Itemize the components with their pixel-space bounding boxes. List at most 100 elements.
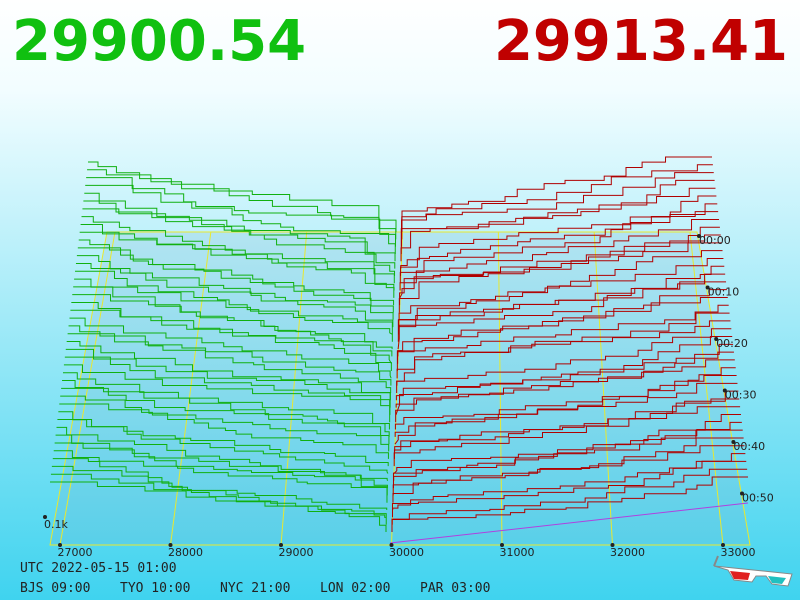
bid-depth-line — [64, 356, 391, 415]
bid-depth-line — [77, 247, 394, 313]
bid-depth-line — [84, 192, 396, 262]
time-zones: BJS 09:00 TYO 10:00 NYC 21:00 LON 02:00 PAR … — [20, 581, 490, 596]
bid-depth-line — [53, 450, 388, 503]
price-label: 29000 — [279, 546, 314, 559]
zone-time: TYO 10:00 — [120, 581, 190, 596]
ask-depth-line — [399, 218, 720, 291]
ask-depth-line — [401, 164, 713, 240]
bid-depth-line — [55, 434, 388, 489]
price-label: 30000 — [389, 546, 424, 559]
ask-depth-line — [398, 265, 725, 335]
bid-depth-line — [50, 473, 387, 525]
ask-depth-line — [401, 172, 714, 247]
price-label: 28000 — [168, 546, 203, 559]
time-label: 00:20 — [716, 337, 748, 350]
tick-dot — [731, 440, 736, 444]
bid-depth-line — [62, 372, 390, 430]
bid-depth-line — [79, 231, 395, 298]
depth-lines — [50, 156, 749, 544]
ask-depth-line — [396, 328, 732, 393]
tick-dot — [722, 388, 727, 393]
tick-dot — [279, 543, 283, 547]
zone-time: PAR 03:00 — [420, 581, 490, 596]
utc-time: UTC 2022-05-15 01:00 — [20, 561, 177, 576]
bid-depth-line — [51, 465, 387, 518]
grid-line — [497, 231, 503, 546]
tick-dot — [697, 234, 701, 238]
ask-depth-line — [395, 336, 733, 401]
ask-depth-line — [399, 211, 719, 284]
ask-depth-line — [400, 179, 715, 254]
time-label: 00:50 — [742, 492, 774, 505]
bid-depth-line — [86, 177, 397, 247]
bid-depth-line — [78, 239, 395, 306]
bid-depth-line — [82, 208, 396, 276]
tick-dot — [389, 543, 394, 547]
ask-depth-line — [399, 234, 721, 306]
bid-depth-line — [85, 184, 396, 254]
ask-depth-line — [391, 460, 747, 518]
bid-depth-line — [88, 161, 397, 232]
ask-depth-line — [398, 250, 723, 320]
bid-depth-line — [81, 216, 395, 284]
time-label: 00:00 — [699, 234, 731, 247]
grid-plane — [49, 231, 751, 546]
bid-depth-line — [60, 395, 390, 452]
axis-labels: 27000 28000 29000 30000 31000 32000 33000 00:00… — [43, 234, 774, 559]
ask-depth-line — [394, 390, 739, 452]
ask-depth-line — [397, 296, 728, 364]
bid-depth-line — [69, 317, 392, 379]
bid-depth-line — [75, 262, 394, 328]
zone-time: BJS 09:00 — [20, 581, 90, 596]
ask-depth-line — [395, 359, 735, 423]
tick-dot — [43, 515, 47, 519]
bid-depth-line — [74, 278, 393, 342]
ask-price: 29913.41 — [494, 9, 788, 74]
3d-glasses-icon — [713, 555, 793, 587]
ask-depth-line — [391, 476, 748, 532]
ask-depth-line — [396, 304, 729, 372]
ask-depth-line — [397, 281, 727, 350]
tick-dot — [714, 337, 719, 341]
price-label: 33000 — [721, 546, 756, 559]
ask-depth-line — [393, 398, 740, 459]
ask-depth-line — [391, 468, 748, 525]
ask-depth-line — [397, 289, 727, 357]
ask-depth-line — [398, 242, 722, 313]
bid-depth-line — [62, 380, 390, 437]
bid-depth-line — [71, 301, 393, 364]
ask-depth-line — [392, 429, 743, 489]
grid-line — [170, 231, 212, 546]
ask-depth-line — [393, 406, 741, 467]
tick-dot — [500, 543, 504, 547]
bid-depth-line — [63, 364, 391, 423]
ask-depth-line — [397, 273, 726, 342]
depth-label: 0.1k — [44, 518, 68, 531]
ask-depth-line — [401, 156, 712, 232]
bid-depth-line — [66, 341, 391, 401]
tick-dot — [705, 285, 710, 290]
ask-depth-line — [395, 351, 734, 416]
time-label: 00:40 — [733, 440, 765, 453]
ask-depth-line — [398, 257, 724, 328]
bid-price: 29900.54 — [12, 9, 306, 74]
price-label: 27000 — [58, 546, 93, 559]
time-label: 00:10 — [708, 286, 740, 299]
zone-time: NYC 21:00 — [220, 581, 290, 596]
bid-depth-line — [68, 325, 392, 386]
ask-depth-line — [394, 382, 738, 445]
bid-depth-line — [54, 442, 388, 496]
tick-dot — [58, 543, 62, 547]
time-label: 00:30 — [725, 389, 757, 402]
bid-depth-line — [80, 223, 395, 291]
bid-depth-line — [59, 403, 389, 459]
bid-depth-line — [65, 348, 391, 408]
bid-depth-line — [67, 333, 392, 393]
bid-depth-line — [70, 309, 392, 372]
ask-depth-line — [400, 203, 718, 276]
ask-depth-line — [393, 421, 742, 481]
zone-time: LON 02:00 — [320, 581, 390, 596]
bid-depth-line — [61, 387, 390, 445]
ask-depth-line — [392, 445, 745, 503]
